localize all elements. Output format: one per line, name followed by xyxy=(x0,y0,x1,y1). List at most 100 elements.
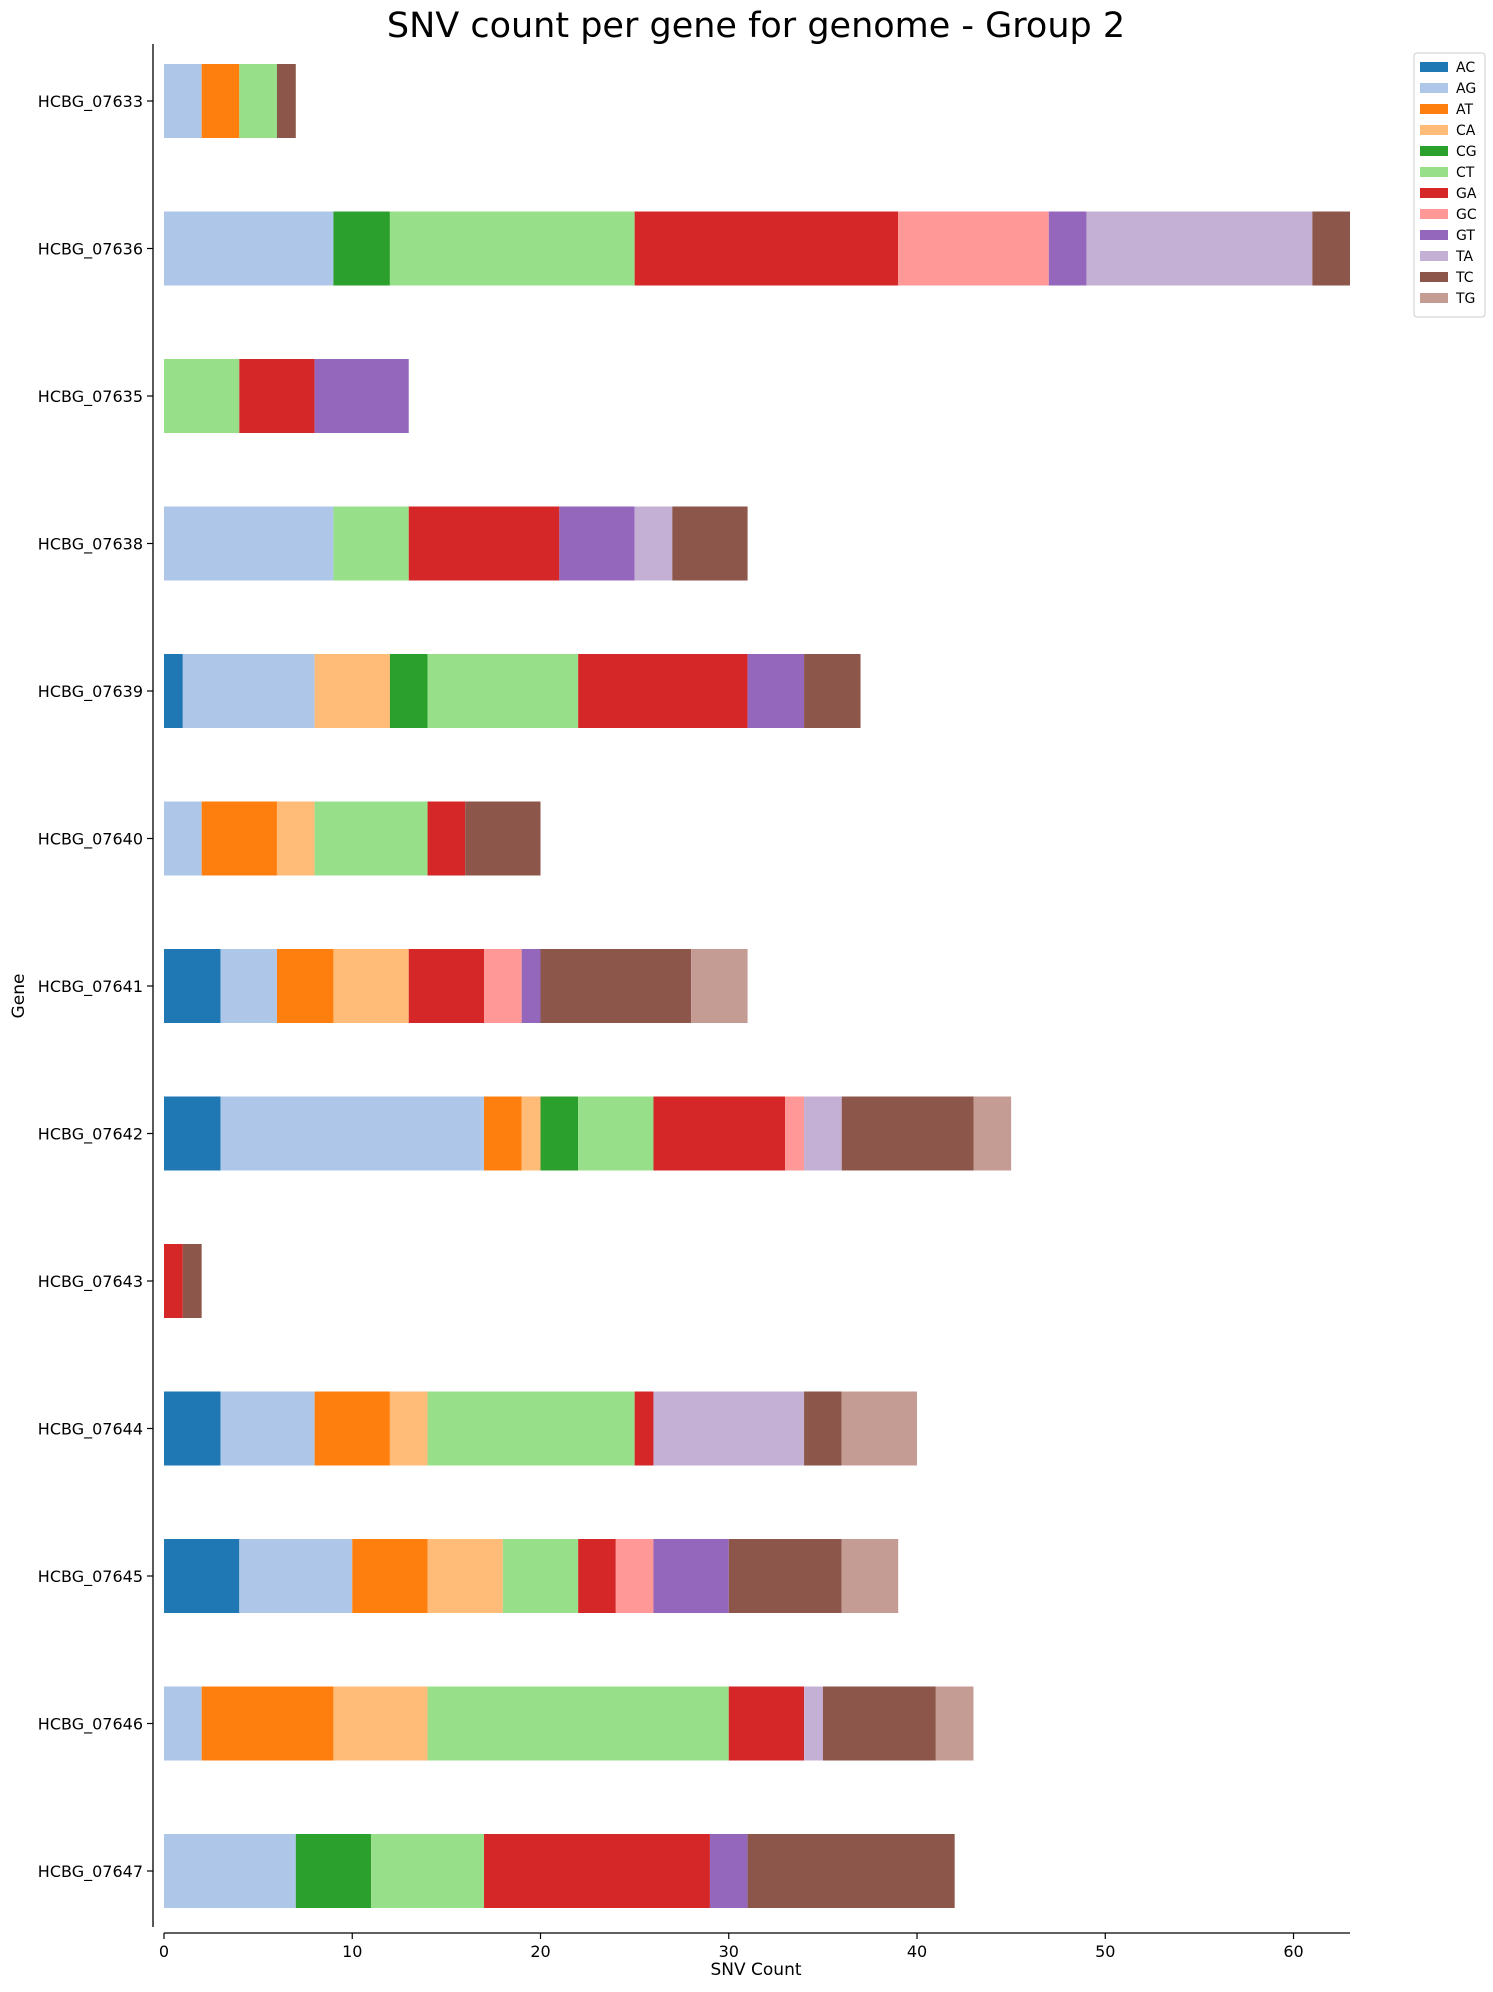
bar-HCBG_07640-CT xyxy=(314,801,428,876)
bar-HCBG_07636-GA xyxy=(634,211,899,286)
bar-HCBG_07643-GA xyxy=(164,1244,183,1318)
y-tick-label: HCBG_07633 xyxy=(38,92,143,112)
bar-HCBG_07640-AT xyxy=(201,801,277,876)
x-tick-label: 30 xyxy=(719,1942,739,1961)
bar-HCBG_07645-TG xyxy=(841,1539,899,1613)
bar-HCBG_07645-AT xyxy=(352,1539,428,1613)
y-tick-label: HCBG_07647 xyxy=(38,1862,143,1882)
y-tick-label: HCBG_07645 xyxy=(38,1567,143,1587)
bar-HCBG_07646-TA xyxy=(804,1686,823,1761)
legend-label-TC: TC xyxy=(1455,270,1474,286)
bar-HCBG_07645-TC xyxy=(728,1539,842,1613)
y-axis-title: Gene xyxy=(9,974,29,1019)
bar-HCBG_07635-GA xyxy=(239,359,315,433)
bar-HCBG_07644-AG xyxy=(220,1391,315,1466)
legend-label-TA: TA xyxy=(1455,249,1473,265)
bar-HCBG_07642-AT xyxy=(484,1096,522,1171)
x-tick-label: 50 xyxy=(1095,1942,1115,1961)
bar-HCBG_07642-TC xyxy=(841,1096,974,1171)
legend-label-TG: TG xyxy=(1455,291,1475,307)
legend-label-AC: AC xyxy=(1456,60,1475,76)
bar-HCBG_07646-AT xyxy=(201,1686,334,1761)
bar-HCBG_07638-TC xyxy=(672,506,748,581)
bar-HCBG_07642-GC xyxy=(785,1096,805,1171)
bar-HCBG_07639-CA xyxy=(314,654,390,728)
bar-HCBG_07633-TC xyxy=(276,64,296,138)
bar-HCBG_07636-GT xyxy=(1048,211,1087,286)
bar-HCBG_07633-AT xyxy=(201,64,240,138)
legend-label-CA: CA xyxy=(1456,123,1476,139)
bar-HCBG_07641-TG xyxy=(691,949,748,1023)
bar-HCBG_07635-GT xyxy=(314,359,409,433)
bar-HCBG_07643-TC xyxy=(182,1244,202,1318)
bar-HCBG_07641-AG xyxy=(220,949,277,1023)
bar-HCBG_07636-TA xyxy=(1086,211,1313,286)
bar-HCBG_07638-GA xyxy=(408,506,560,581)
bar-HCBG_07635-CT xyxy=(164,359,240,433)
bar-HCBG_07641-TC xyxy=(540,949,692,1023)
legend-label-AT: AT xyxy=(1456,102,1473,118)
bar-HCBG_07638-TA xyxy=(634,506,673,581)
bar-HCBG_07638-GT xyxy=(559,506,635,581)
bar-HCBG_07639-GT xyxy=(747,654,805,728)
bar-HCBG_07644-AC xyxy=(164,1391,221,1466)
legend-swatch-TC xyxy=(1420,272,1448,282)
bar-HCBG_07647-GA xyxy=(484,1834,710,1908)
bar-HCBG_07636-TC xyxy=(1312,211,1350,286)
legend-label-GA: GA xyxy=(1456,186,1477,202)
bar-HCBG_07644-TA xyxy=(653,1391,805,1466)
bar-HCBG_07640-CA xyxy=(276,801,315,876)
legend-swatch-GA xyxy=(1420,188,1448,198)
bar-HCBG_07642-CG xyxy=(540,1096,579,1171)
bar-HCBG_07644-TG xyxy=(841,1391,918,1466)
legend-swatch-GC xyxy=(1420,209,1448,219)
bar-HCBG_07641-GT xyxy=(521,949,541,1023)
bar-HCBG_07642-AG xyxy=(220,1096,485,1171)
bar-HCBG_07646-CT xyxy=(427,1686,729,1761)
bar-HCBG_07636-CT xyxy=(389,211,635,286)
y-tick-label: HCBG_07640 xyxy=(38,830,143,850)
bar-HCBG_07633-CT xyxy=(239,64,277,138)
x-axis-title: SNV Count xyxy=(710,1960,801,1980)
legend-swatch-AC xyxy=(1420,62,1448,72)
legend-swatch-TA xyxy=(1420,251,1448,261)
bar-HCBG_07644-TC xyxy=(804,1391,842,1466)
legend-label-CG: CG xyxy=(1456,144,1477,160)
legend-label-AG: AG xyxy=(1456,81,1476,97)
y-tick-label: HCBG_07636 xyxy=(38,240,143,260)
x-tick-label: 60 xyxy=(1283,1942,1303,1961)
bar-HCBG_07641-AT xyxy=(276,949,334,1023)
bar-HCBG_07646-TG xyxy=(935,1686,974,1761)
bar-HCBG_07645-AC xyxy=(164,1539,240,1613)
x-tick-label: 40 xyxy=(907,1942,927,1961)
bar-HCBG_07647-GT xyxy=(709,1834,748,1908)
bar-HCBG_07644-AT xyxy=(314,1391,390,1466)
legend-swatch-GT xyxy=(1420,230,1448,240)
bar-HCBG_07642-TA xyxy=(804,1096,842,1171)
bar-HCBG_07644-CT xyxy=(427,1391,635,1466)
bar-HCBG_07639-GA xyxy=(578,654,748,728)
bar-HCBG_07639-CG xyxy=(389,654,428,728)
bar-HCBG_07645-GC xyxy=(615,1539,654,1613)
bar-HCBG_07645-GT xyxy=(653,1539,729,1613)
bar-HCBG_07640-AG xyxy=(164,801,202,876)
y-tick-label: HCBG_07643 xyxy=(38,1272,143,1292)
bar-HCBG_07640-TC xyxy=(465,801,541,876)
y-tick-label: HCBG_07644 xyxy=(38,1420,143,1440)
legend-label-GT: GT xyxy=(1456,228,1475,244)
chart-title: SNV count per gene for genome - Group 2 xyxy=(387,6,1125,46)
bar-HCBG_07647-CT xyxy=(371,1834,485,1908)
legend-swatch-AT xyxy=(1420,104,1448,114)
bar-HCBG_07641-GA xyxy=(408,949,485,1023)
y-tick-label: HCBG_07641 xyxy=(38,977,143,997)
legend-swatch-CG xyxy=(1420,146,1448,156)
bar-HCBG_07644-GA xyxy=(634,1391,654,1466)
bar-HCBG_07646-AG xyxy=(164,1686,202,1761)
bars-layer xyxy=(164,64,1350,1908)
legend-swatch-AG xyxy=(1420,83,1448,93)
y-tick-label: HCBG_07642 xyxy=(38,1125,143,1145)
bar-HCBG_07646-GA xyxy=(728,1686,805,1761)
bar-HCBG_07645-GA xyxy=(578,1539,616,1613)
bar-HCBG_07641-CA xyxy=(333,949,409,1023)
